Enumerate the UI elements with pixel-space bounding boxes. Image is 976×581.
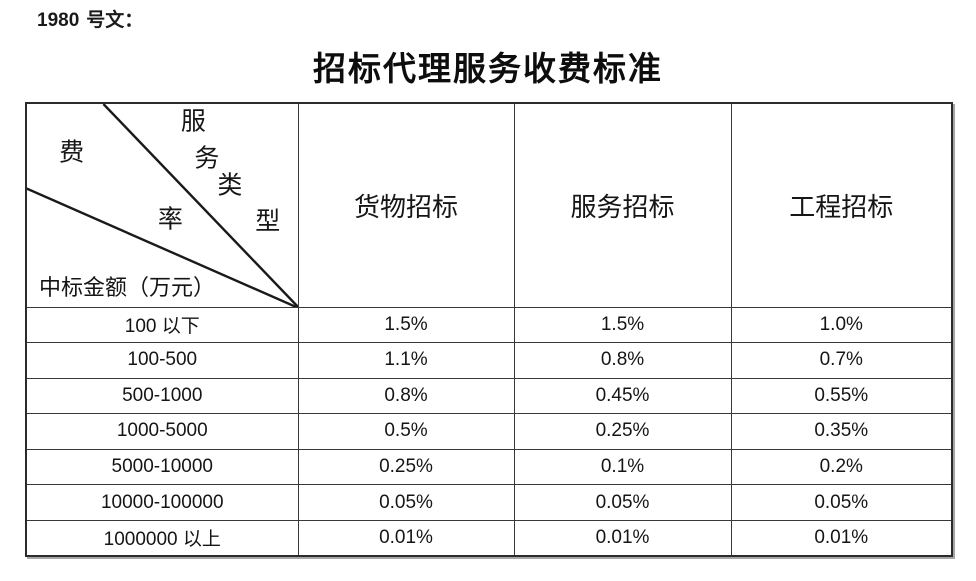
goods-rate-cell: 0.5% — [297, 413, 515, 450]
table-row: 100 以下 1.5% 1.5% 1.0% — [25, 306, 953, 344]
service-rate-cell: 0.01% — [513, 519, 732, 557]
doc-ref-label: 号文： — [86, 10, 144, 31]
goods-rate-cell: 1.1% — [297, 342, 515, 379]
engineering-rate-cell: 0.35% — [730, 413, 953, 450]
corner-diagonal-header-cell: 服 务 类 型 费 率 中标金额（万元） — [25, 102, 299, 308]
fee-standard-table: 服 务 类 型 费 率 中标金额（万元） 货物招标 服务招标 工程招标 100 … — [25, 102, 953, 557]
service-rate-cell: 1.5% — [513, 306, 732, 344]
amount-range-cell: 100 以下 — [25, 306, 299, 344]
goods-rate-cell: 0.01% — [297, 519, 515, 557]
goods-rate-cell: 0.8% — [297, 377, 515, 415]
engineering-rate-cell: 0.55% — [730, 377, 953, 415]
service-rate-cell: 0.25% — [513, 413, 732, 450]
amount-range-cell: 1000000 以上 — [25, 519, 299, 557]
table-row: 100-500 1.1% 0.8% 0.7% — [25, 342, 953, 379]
engineering-rate-cell: 0.7% — [730, 342, 953, 379]
corner-label-fee-rate-char: 费 — [59, 139, 85, 167]
engineering-rate-cell: 0.05% — [730, 484, 953, 521]
service-rate-cell: 0.8% — [513, 342, 732, 379]
goods-rate-cell: 0.05% — [297, 484, 515, 521]
doc-ref: 1980 号文： — [37, 5, 143, 32]
amount-range-cell: 10000-100000 — [25, 484, 299, 521]
engineering-rate-cell: 1.0% — [730, 306, 953, 344]
corner-label-service-type-char: 服 — [180, 108, 206, 136]
table-row: 10000-100000 0.05% 0.05% 0.05% — [25, 484, 953, 521]
header-row: 服 务 类 型 费 率 中标金额（万元） 货物招标 服务招标 工程招标 — [25, 102, 953, 308]
doc-ref-number: 1980 — [37, 10, 80, 31]
service-rate-cell: 0.1% — [513, 448, 732, 486]
table-row: 5000-10000 0.25% 0.1% 0.2% — [25, 448, 953, 486]
engineering-rate-cell: 0.2% — [730, 448, 953, 486]
page-title: 招标代理服务收费标准 — [313, 52, 663, 88]
service-rate-cell: 0.05% — [513, 484, 732, 521]
corner-label-bid-amount: 中标金额（万元） — [39, 274, 216, 300]
goods-rate-cell: 0.25% — [297, 448, 515, 486]
amount-range-cell: 5000-10000 — [25, 448, 299, 486]
amount-range-cell: 500-1000 — [25, 377, 299, 415]
engineering-rate-cell: 0.01% — [730, 519, 953, 557]
corner-label-service-type-char: 型 — [255, 208, 281, 236]
column-header-engineering-bidding: 工程招标 — [730, 102, 953, 308]
goods-rate-cell: 1.5% — [297, 306, 515, 344]
corner-label-service-type-char: 务 — [194, 145, 220, 173]
amount-range-cell: 100-500 — [25, 342, 299, 379]
corner-label-service-type-char: 类 — [217, 172, 243, 200]
corner-label-fee-rate-char: 率 — [157, 206, 183, 234]
column-header-service-bidding: 服务招标 — [513, 102, 732, 308]
table-row: 1000-5000 0.5% 0.25% 0.35% — [25, 413, 953, 450]
diagonal-split-lines — [27, 104, 297, 306]
table-body: 100 以下 1.5% 1.5% 1.0% 100-500 1.1% 0.8% … — [25, 306, 953, 557]
table-header: 服 务 类 型 费 率 中标金额（万元） 货物招标 服务招标 工程招标 — [25, 102, 953, 308]
table-row: 500-1000 0.8% 0.45% 0.55% — [25, 377, 953, 415]
column-header-goods-bidding: 货物招标 — [297, 102, 515, 308]
amount-range-cell: 1000-5000 — [25, 413, 299, 450]
table-row: 1000000 以上 0.01% 0.01% 0.01% — [25, 519, 953, 557]
service-rate-cell: 0.45% — [513, 377, 732, 415]
